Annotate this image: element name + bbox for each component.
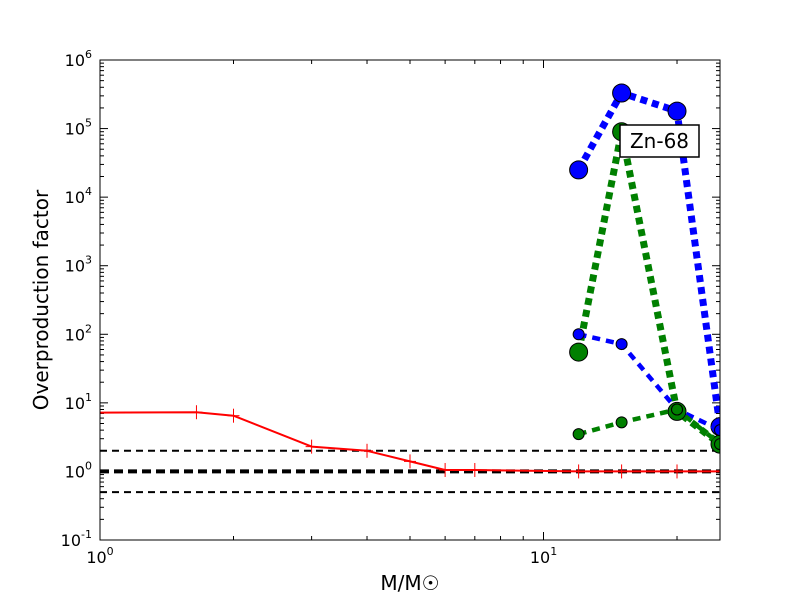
data-point — [714, 464, 720, 479]
data-point — [361, 443, 374, 458]
annotation-frame — [619, 124, 700, 158]
data-point — [227, 408, 240, 423]
data-point — [612, 83, 632, 103]
data-point — [671, 464, 684, 479]
x-axis-label: M/M☉ — [380, 571, 439, 595]
annotation-label: Zn-68 — [630, 129, 689, 153]
data-point — [569, 342, 589, 362]
data-point — [305, 439, 318, 454]
annotation-box: Zn-68 — [619, 124, 700, 158]
data-point — [190, 405, 203, 420]
plot-frame — [99, 59, 721, 541]
data-point — [615, 338, 628, 351]
data-point — [572, 328, 585, 341]
data-point — [439, 462, 452, 477]
data-point — [572, 428, 585, 441]
data-point — [714, 424, 720, 437]
data-point — [667, 101, 687, 121]
series-line — [575, 128, 720, 447]
series-line — [578, 407, 720, 446]
data-point — [100, 405, 106, 420]
series-line — [578, 332, 720, 433]
data-point — [569, 160, 589, 180]
data-point — [615, 416, 628, 429]
data-point — [404, 454, 416, 469]
data-point — [714, 438, 720, 451]
series-line — [100, 411, 720, 473]
data-point — [671, 403, 684, 416]
data-point — [468, 462, 481, 477]
data-point — [572, 464, 585, 479]
y-axis-label: Overproduction factor — [29, 189, 53, 410]
data-point — [615, 464, 628, 479]
series-line — [575, 89, 720, 428]
